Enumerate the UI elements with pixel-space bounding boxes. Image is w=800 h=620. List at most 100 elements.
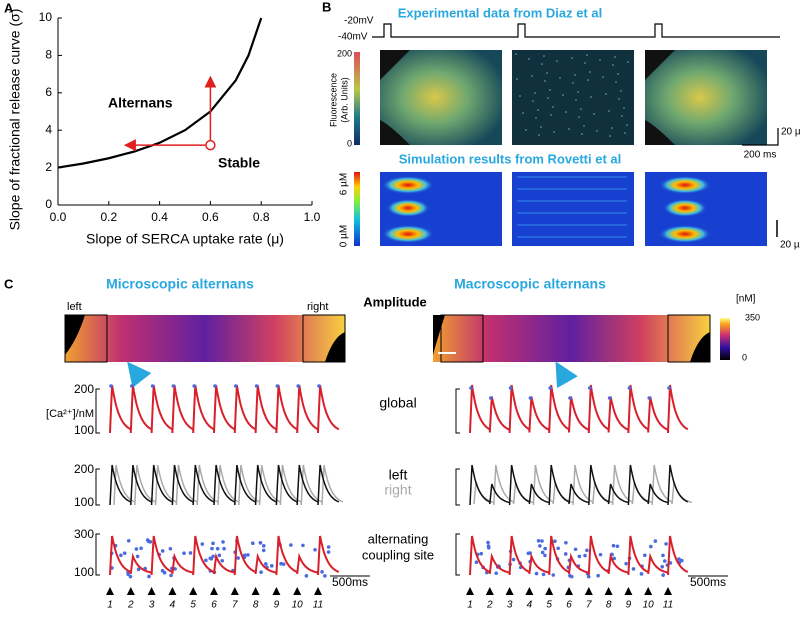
speck: [596, 130, 598, 132]
x-tick-label: 0.0: [50, 210, 67, 224]
sample: [173, 567, 177, 571]
speck: [614, 56, 616, 58]
title: Macroscopic alternans: [454, 276, 606, 292]
beat-arrow: [466, 587, 474, 595]
row-label: right: [384, 482, 411, 498]
sample: [556, 546, 560, 551]
sample: [564, 540, 568, 545]
y-tick-label: 10: [39, 10, 53, 24]
speck: [583, 125, 585, 127]
sample: [548, 386, 552, 390]
sample: [680, 558, 684, 563]
beat-number: 3: [507, 600, 513, 611]
beat-number: 2: [486, 600, 493, 611]
beat-number: 8: [606, 600, 612, 611]
sample: [643, 553, 647, 558]
scale-label: 200 ms: [744, 150, 777, 161]
beat-arrow: [147, 587, 156, 595]
speck: [556, 60, 558, 62]
sample: [323, 574, 327, 578]
speck: [549, 89, 551, 91]
sample: [296, 384, 301, 388]
scale-bar: [742, 128, 779, 146]
sample: [553, 539, 557, 543]
sample: [211, 541, 215, 546]
sample: [221, 540, 225, 544]
image-mask: [380, 50, 410, 145]
colorbar: [354, 52, 360, 145]
speck: [621, 115, 623, 117]
speck: [590, 96, 592, 98]
speck: [589, 71, 591, 73]
row-label: coupling site: [362, 547, 434, 562]
speck: [626, 124, 628, 126]
beat-arrow: [251, 587, 260, 595]
axis-bracket: [95, 533, 100, 576]
y-tick-label: 100: [74, 423, 94, 437]
colorbar: [720, 318, 730, 360]
sample: [660, 564, 664, 569]
sample: [494, 571, 498, 576]
sample: [588, 386, 592, 390]
beat-number: 4: [527, 600, 533, 611]
speck: [612, 64, 614, 66]
colorbar-tick: 0 µM: [339, 225, 350, 247]
speck: [575, 99, 577, 101]
roi: [440, 314, 484, 363]
panel-label: A: [4, 0, 14, 15]
speck: [541, 63, 543, 65]
colorbar-label: Fluorescence: [328, 73, 338, 127]
sim-image: [512, 172, 634, 246]
sample: [489, 396, 493, 400]
sim-blob: [382, 225, 434, 243]
sim-streak: [517, 212, 627, 214]
trace: [109, 384, 340, 434]
sample: [135, 554, 140, 559]
sample: [596, 573, 600, 578]
sample: [653, 539, 658, 543]
sample: [213, 384, 217, 388]
colorbar: [354, 172, 360, 246]
y-tick-label: 100: [74, 565, 94, 579]
sample: [631, 567, 636, 571]
trace: [469, 464, 689, 506]
beat-number: 8: [253, 600, 259, 611]
beat-arrow: [272, 587, 281, 595]
heatmap: [65, 315, 345, 362]
point: [205, 139, 216, 151]
x-axis-label: Slope of SERCA uptake rate (μ): [86, 231, 284, 247]
beat-arrow: [314, 587, 322, 595]
sample: [486, 540, 490, 545]
y-tick-label: 4: [45, 122, 52, 136]
speck: [578, 116, 580, 118]
sample: [188, 551, 193, 555]
colorbar-tick: 6 µM: [339, 173, 350, 195]
speck: [550, 114, 552, 116]
beat-arrow: [525, 587, 534, 595]
speck: [577, 91, 579, 93]
speck: [605, 93, 607, 95]
sample: [313, 547, 317, 552]
annotation: Alternans: [108, 95, 173, 111]
sim-streak: [517, 236, 627, 238]
sample: [192, 384, 196, 388]
sample: [479, 551, 484, 556]
x-tick-label: 0.8: [253, 210, 270, 224]
beat-arrow: [293, 587, 302, 595]
roi: [667, 314, 711, 363]
speck: [571, 57, 573, 59]
sample: [320, 570, 324, 574]
sample: [119, 553, 123, 558]
axis-bracket: [455, 533, 460, 576]
panel-label: B: [322, 0, 331, 14]
speck: [562, 94, 564, 96]
sample: [563, 552, 568, 556]
voltage-trace: [372, 23, 780, 38]
sample: [136, 567, 141, 572]
speck: [624, 132, 626, 134]
row-label: alternating: [368, 531, 429, 546]
trace: [109, 464, 340, 506]
colorbar-tick: 0: [347, 138, 352, 148]
sample: [234, 384, 238, 388]
y-tick-label: 200: [74, 382, 94, 396]
